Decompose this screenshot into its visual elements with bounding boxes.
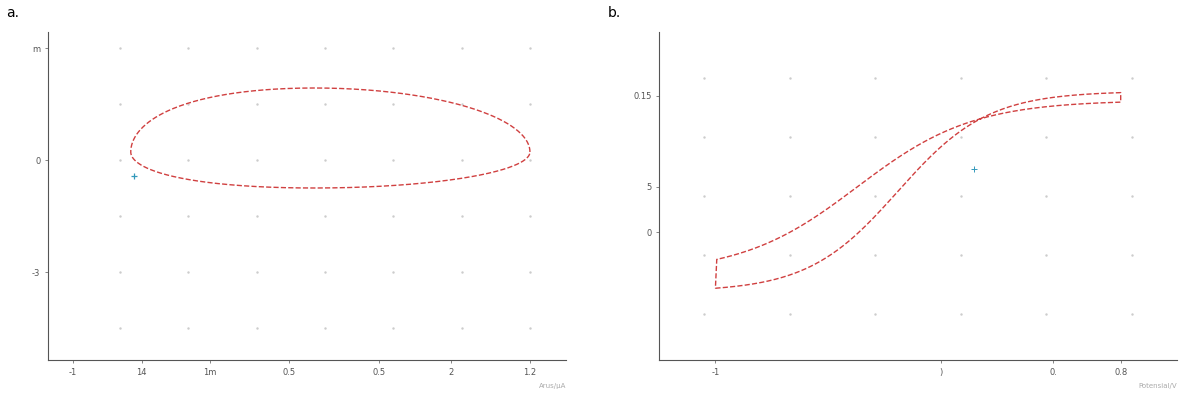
Text: Potensial/V: Potensial/V (1139, 383, 1177, 389)
Text: b.: b. (608, 6, 621, 20)
Text: Arus/μA: Arus/μA (538, 383, 566, 389)
Text: a.: a. (7, 6, 19, 20)
